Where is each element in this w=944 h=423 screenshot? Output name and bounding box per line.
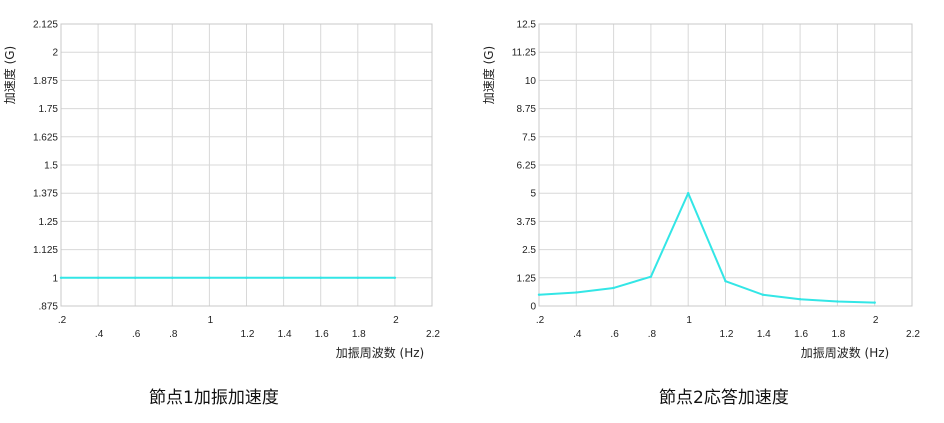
c1-data-point xyxy=(356,276,359,279)
c2-xtick-label: 2 xyxy=(873,315,879,326)
c1-ytick-label: 1.25 xyxy=(39,217,59,228)
c1-data-point xyxy=(393,276,397,279)
c2-data-point xyxy=(537,293,541,296)
c1-data-point xyxy=(319,276,322,279)
c2-xlabel: 加振周波数 (Hz) xyxy=(801,345,890,360)
c1-ytick-label: 1.625 xyxy=(33,132,58,143)
c2-ytick-label: 3.75 xyxy=(517,217,537,228)
c2-xtick-label: 1 xyxy=(686,315,692,326)
c1-xtick-label: 1.6 xyxy=(315,329,329,340)
c2-xtick-label: .6 xyxy=(610,329,619,340)
c2-xtick-label: 1.2 xyxy=(720,329,734,340)
c2-data-point xyxy=(575,291,578,294)
c2-series-line xyxy=(538,192,875,304)
caption-node2: 節点2応答加速度 xyxy=(659,388,789,408)
c2-ytick-label: 11.25 xyxy=(512,48,537,59)
c1-ytick-label: 2.125 xyxy=(33,20,58,31)
c2-data-point xyxy=(761,293,764,296)
c2-xtick-label: 1.4 xyxy=(757,329,771,340)
c1-ytick-label: 1.375 xyxy=(33,189,58,200)
c2-xtick-label: 1.8 xyxy=(831,329,845,340)
c1-xtick-label: .4 xyxy=(95,329,104,340)
c1-data-point xyxy=(96,276,100,279)
c1-data-point xyxy=(171,276,174,279)
c1-data-point xyxy=(134,276,137,279)
c1-xtick-label: .6 xyxy=(132,329,141,340)
c1-xtick-label: 1.4 xyxy=(278,329,292,340)
c2-xtick-label: 2.2 xyxy=(906,329,920,340)
c1-xtick-label: .2 xyxy=(58,315,67,326)
c1-xtick-label: 1.8 xyxy=(352,329,366,340)
c1-ytick-label: 1 xyxy=(52,273,58,284)
c2-data-point xyxy=(873,301,876,304)
c2-data-point xyxy=(836,300,839,303)
c1-ytick-label: .875 xyxy=(39,302,59,313)
c1-ytick-label: 2 xyxy=(52,48,58,59)
c2-ytick-label: 12.5 xyxy=(517,20,537,31)
c2-ytick-label: 0 xyxy=(530,302,536,313)
c2-xtick-label: 1.6 xyxy=(794,329,808,340)
c1-data-point xyxy=(282,276,285,279)
c2-ytick-label: 5 xyxy=(530,189,536,200)
c2-ytick-label: 7.5 xyxy=(522,132,536,143)
c2-data-point xyxy=(649,275,653,278)
c1-xtick-label: 2 xyxy=(393,315,399,326)
c2-ytick-label: 10 xyxy=(525,76,537,87)
c2-data-point xyxy=(612,286,615,290)
c2-plot-frame xyxy=(538,23,913,307)
c1-plot-frame xyxy=(60,23,433,307)
c1-data-point xyxy=(59,276,63,279)
c1-ylabel: 加速度 (G) xyxy=(2,46,17,104)
c2-ytick-label: 6.25 xyxy=(517,161,537,172)
c2-data-point xyxy=(798,298,802,301)
c1-xtick-label: 2.2 xyxy=(426,329,440,340)
c2-ytick-label: 2.5 xyxy=(522,245,536,256)
c2-data-point xyxy=(687,192,690,195)
c1-ytick-label: 1.125 xyxy=(33,245,58,256)
c2-ytick-label: 8.75 xyxy=(517,104,537,115)
c2-ylabel: 加速度 (G) xyxy=(481,46,496,104)
c1-data-point xyxy=(208,276,211,279)
c2-xtick-label: .4 xyxy=(573,329,582,340)
c1-ytick-label: 1.5 xyxy=(44,161,58,172)
c1-xtick-label: 1.2 xyxy=(241,329,255,340)
c1-xlabel: 加振周波数 (Hz) xyxy=(336,345,425,360)
c2-ytick-label: 1.25 xyxy=(517,273,537,284)
c2-xtick-label: .8 xyxy=(648,329,657,340)
c1-ytick-label: 1.75 xyxy=(39,104,59,115)
caption-node1: 節点1加振加速度 xyxy=(149,388,279,408)
c1-xtick-label: .8 xyxy=(169,329,178,340)
c2-data-point xyxy=(724,279,727,283)
c1-xtick-label: 1 xyxy=(208,315,214,326)
c2-xtick-label: .2 xyxy=(536,315,545,326)
c1-ytick-label: 1.875 xyxy=(33,76,58,87)
c1-data-point xyxy=(245,276,248,279)
